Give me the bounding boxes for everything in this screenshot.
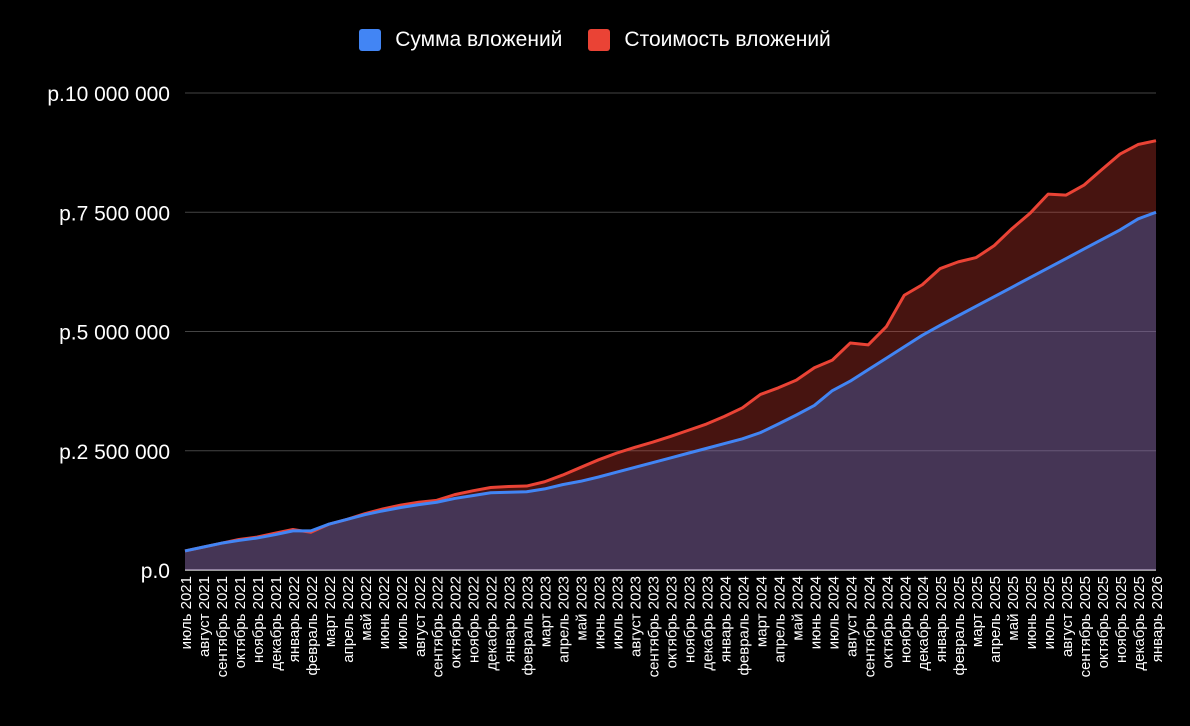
x-tick-label: февраль 2025 xyxy=(951,576,968,675)
x-tick-label: июнь 2023 xyxy=(592,576,609,649)
x-tick-label: апрель 2023 xyxy=(556,576,573,663)
legend-label-invested: Сумма вложений xyxy=(395,28,563,51)
x-tick-label: октябрь 2021 xyxy=(232,576,249,668)
x-tick-label: июль 2022 xyxy=(394,576,411,649)
grid-lines xyxy=(185,92,1156,571)
x-tick-label: январь 2025 xyxy=(933,576,950,662)
x-tick-label: декабрь 2021 xyxy=(268,576,285,671)
y-tick-label: р.0 xyxy=(141,560,170,583)
x-tick-label: февраль 2023 xyxy=(520,576,537,675)
legend-label-value: Стоимость вложений xyxy=(624,28,831,51)
x-tick-label: сентябрь 2021 xyxy=(214,576,231,677)
x-tick-label: август 2022 xyxy=(412,576,429,657)
x-tick-label: октябрь 2025 xyxy=(1095,576,1112,668)
x-tick-label: январь 2023 xyxy=(502,576,519,662)
x-tick-label: февраль 2024 xyxy=(735,576,752,675)
x-tick-label: май 2025 xyxy=(1005,576,1022,641)
x-tick-label: январь 2024 xyxy=(717,576,734,662)
x-tick-label: август 2025 xyxy=(1059,576,1076,657)
series-line-invested xyxy=(184,210,1157,553)
y-tick-label: р.10 000 000 xyxy=(47,83,170,106)
x-tick-label: декабрь 2025 xyxy=(1131,576,1148,671)
y-tick-label: р.2 500 000 xyxy=(59,441,170,464)
x-tick-label: апрель 2024 xyxy=(771,576,788,663)
x-tick-label: ноябрь 2024 xyxy=(897,576,914,663)
x-tick-label: июль 2024 xyxy=(825,576,842,649)
x-tick-label: декабрь 2022 xyxy=(484,576,501,671)
x-tick-label: май 2024 xyxy=(789,576,806,641)
x-tick-label: август 2023 xyxy=(628,576,645,657)
x-axis-labels: июль 2021 август 2021 сентябрь 2021 октябрь… xyxy=(178,576,1166,677)
x-tick-label: январь 2022 xyxy=(286,576,303,662)
x-tick-label: август 2024 xyxy=(843,576,860,657)
x-tick-label: июль 2025 xyxy=(1041,576,1058,649)
x-tick-label: июнь 2022 xyxy=(376,576,393,649)
x-tick-label: июль 2023 xyxy=(610,576,627,649)
x-tick-label: май 2022 xyxy=(358,576,375,641)
x-tick-label: сентябрь 2022 xyxy=(430,576,447,677)
x-tick-label: апрель 2025 xyxy=(987,576,1004,663)
legend-item-invested[interactable]: Сумма вложений xyxy=(359,28,562,52)
x-tick-label: октябрь 2023 xyxy=(664,576,681,668)
y-tick-label: р.5 000 000 xyxy=(59,322,170,345)
x-tick-label: октябрь 2024 xyxy=(879,576,896,668)
x-tick-label: ноябрь 2021 xyxy=(250,576,267,663)
x-tick-label: июль 2021 xyxy=(178,576,195,649)
x-tick-label: ноябрь 2023 xyxy=(681,576,698,663)
x-tick-label: сентябрь 2023 xyxy=(646,576,663,677)
x-tick-label: декабрь 2023 xyxy=(699,576,716,671)
x-tick-label: сентябрь 2024 xyxy=(861,576,878,677)
legend-swatch-value xyxy=(588,29,611,51)
y-axis-labels: р.0 р.2 500 000 р.5 000 000 р.7 500 000 р.10… xyxy=(47,83,170,583)
chart-legend: Сумма вложений Стоимость вложений xyxy=(0,28,1190,52)
area-value xyxy=(185,140,1156,570)
legend-item-value[interactable]: Стоимость вложений xyxy=(588,28,831,52)
x-tick-label: март 2022 xyxy=(322,576,339,647)
series-lines xyxy=(184,139,1157,553)
x-tick-label: сентябрь 2025 xyxy=(1077,576,1094,677)
y-tick-label: р.7 500 000 xyxy=(59,202,170,225)
x-tick-label: ноябрь 2022 xyxy=(466,576,483,663)
x-tick-label: август 2021 xyxy=(196,576,213,657)
x-tick-label: март 2024 xyxy=(753,576,770,647)
legend-swatch-invested xyxy=(359,29,382,51)
x-tick-label: январь 2026 xyxy=(1149,576,1166,662)
x-tick-label: декабрь 2024 xyxy=(915,576,932,671)
area-invested xyxy=(185,212,1156,570)
x-tick-label: июнь 2025 xyxy=(1023,576,1040,649)
x-tick-label: июнь 2024 xyxy=(807,576,824,649)
x-tick-label: октябрь 2022 xyxy=(448,576,465,668)
x-tick-label: март 2025 xyxy=(969,576,986,647)
x-tick-label: апрель 2022 xyxy=(340,576,357,663)
x-tick-label: март 2023 xyxy=(538,576,555,647)
x-tick-label: ноябрь 2025 xyxy=(1113,576,1130,663)
x-tick-label: февраль 2022 xyxy=(304,576,321,675)
area-fills xyxy=(185,140,1156,570)
x-tick-label: май 2023 xyxy=(574,576,591,641)
